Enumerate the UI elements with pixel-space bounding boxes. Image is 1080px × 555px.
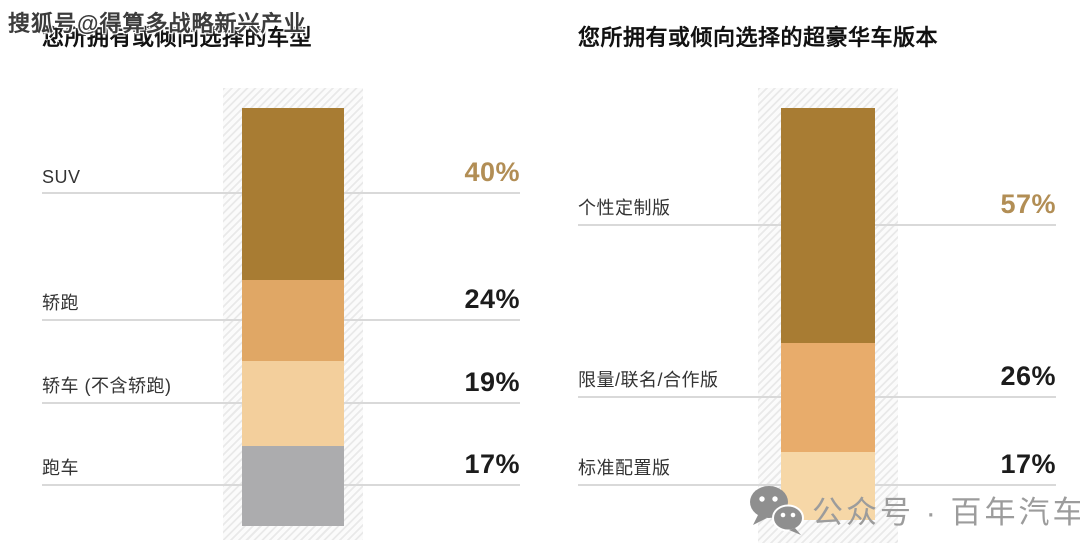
category-label: SUV xyxy=(42,167,81,187)
chart-title: 您所拥有或倾向选择的超豪华车版本 xyxy=(578,25,939,50)
bar-segment xyxy=(242,446,344,526)
wechat-watermark: 公众号 · 百年汽车 xyxy=(748,483,1080,535)
bar-segment xyxy=(781,108,875,343)
category-row: 限量/联名/合作版 26% xyxy=(578,352,1056,398)
bar-segment xyxy=(242,108,344,280)
category-label: 标准配置版 xyxy=(578,458,671,478)
category-label: 跑车 xyxy=(42,458,79,478)
category-value: 17% xyxy=(1000,449,1056,479)
bar-segment xyxy=(781,343,875,452)
category-value: 17% xyxy=(464,449,520,479)
chart-title: 您所拥有或倾向选择的车型 xyxy=(42,25,313,50)
category-label: 轿车 (不含轿跑) xyxy=(42,375,172,396)
sohu-watermark: 搜狐号@得算多战略新兴产业 xyxy=(8,11,307,36)
chart-panel-luxury-version: 您所拥有或倾向选择的超豪华车版本 个性定制版 57% 限量/联名/合作版 26% 标准配… xyxy=(578,20,1056,550)
category-value: 19% xyxy=(464,366,520,397)
bar-segment xyxy=(242,280,344,361)
category-label: 个性定制版 xyxy=(578,197,671,218)
category-value: 24% xyxy=(464,283,520,314)
chart-panel-vehicle-type: 您所拥有或倾向选择的车型 SUV 40% 轿跑 24% 轿车 (不含轿跑) 19% 跑车 17… xyxy=(42,20,520,550)
wechat-watermark-text: 公众号 · 百年汽车 xyxy=(812,494,1080,530)
bar-segment xyxy=(242,361,344,446)
category-value: 26% xyxy=(1000,360,1056,391)
category-value: 57% xyxy=(1000,188,1056,219)
wechat-bubbles-icon xyxy=(750,486,804,535)
category-label: 轿跑 xyxy=(42,292,79,313)
category-value: 40% xyxy=(464,157,520,187)
category-label: 限量/联名/合作版 xyxy=(578,369,719,390)
